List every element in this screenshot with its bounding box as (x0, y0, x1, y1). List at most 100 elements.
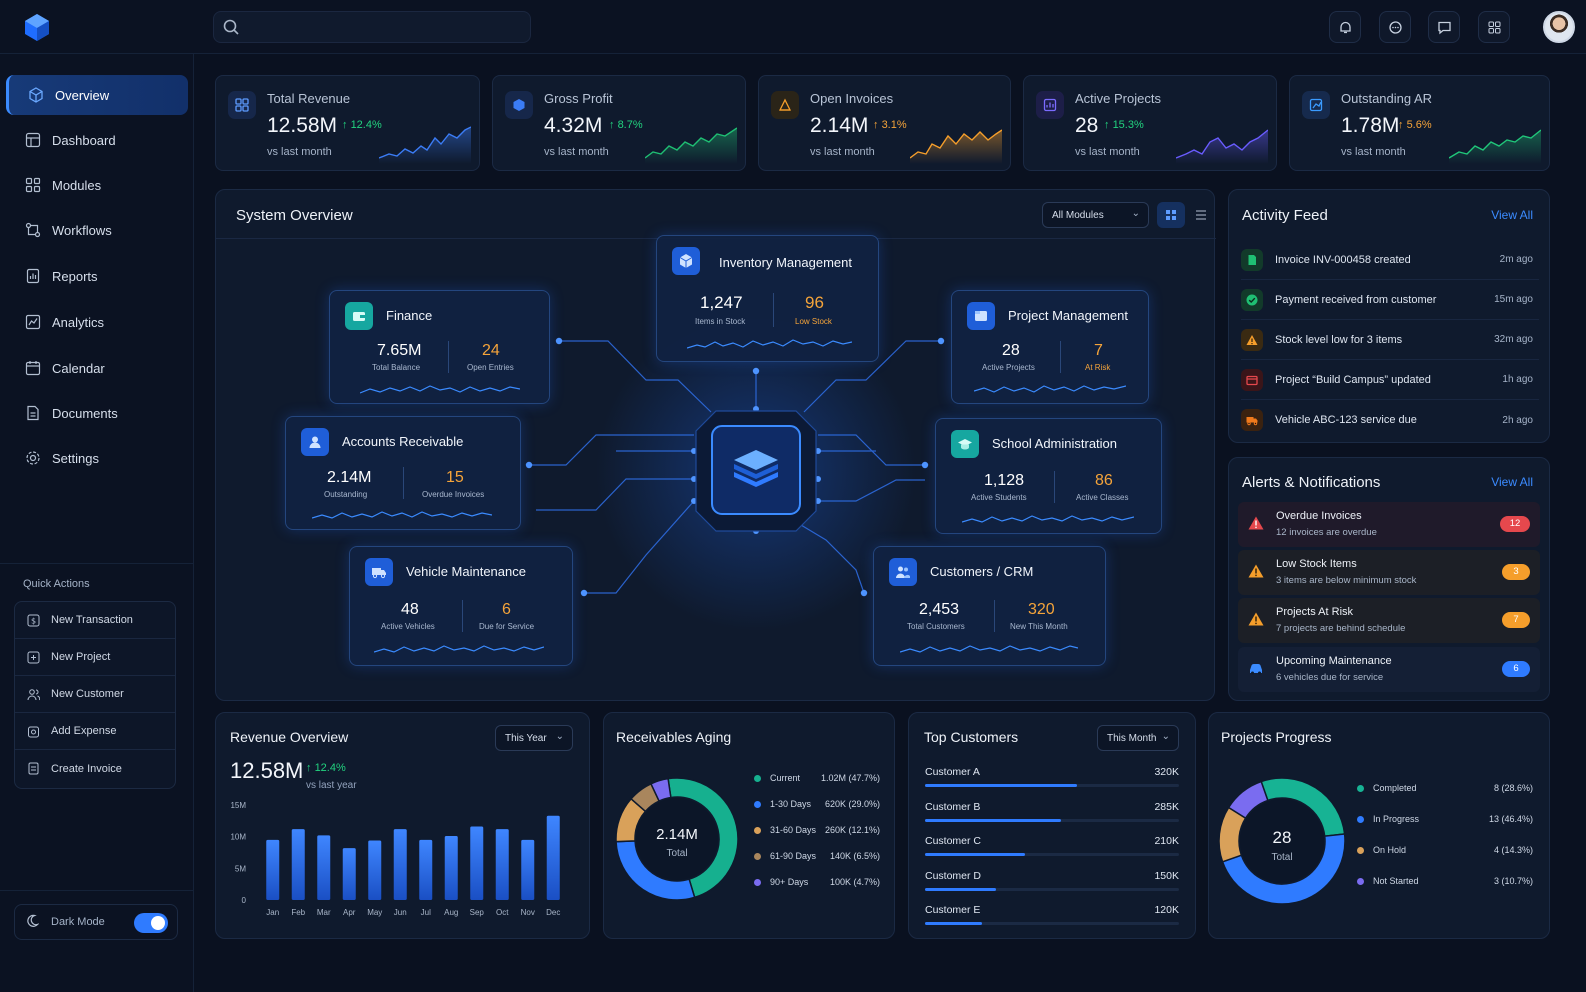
sidebar-item-reports[interactable]: Reports (6, 256, 188, 296)
module-vehicle-maintenance[interactable]: Vehicle Maintenance 48 Active Vehicles 6… (349, 546, 573, 666)
sidebar-item-settings[interactable]: Settings (6, 438, 188, 478)
bar[interactable] (444, 836, 458, 900)
activity-item[interactable]: Vehicle ABC-123 service due 2h ago (1241, 400, 1539, 440)
activity-item[interactable]: Payment received from customer 15m ago (1241, 280, 1539, 320)
alert-item-low-stock[interactable]: Low Stock Items 3 items are below minimu… (1238, 550, 1540, 595)
check-icon (1241, 288, 1263, 311)
module-secondary-value: 320 (1028, 601, 1055, 618)
revenue-value: 12.58M (230, 758, 304, 783)
sidebar-item-dashboard[interactable]: Dashboard (6, 120, 188, 160)
donut-hole (1240, 799, 1324, 883)
module-accounts-receivable[interactable]: Accounts Receivable 2.14M Outstanding 15… (285, 416, 521, 530)
activity-item[interactable]: Invoice INV-000458 created 2m ago (1241, 240, 1539, 280)
module-inventory-management[interactable]: Inventory Management 1,247 Items in Stoc… (656, 235, 879, 362)
customer-bar-track (925, 853, 1179, 856)
chat-button[interactable] (1379, 11, 1411, 43)
quick-action-add-expense[interactable]: Add Expense (15, 713, 175, 750)
grid-view-button[interactable] (1157, 202, 1185, 228)
kpi-outstanding-ar[interactable]: Outstanding AR 1.78M ↑ 5.6% vs last mont… (1289, 75, 1550, 171)
dark-mode-toggle[interactable] (134, 913, 168, 933)
bar[interactable] (546, 815, 560, 900)
moon-icon (25, 914, 40, 931)
sidebar-item-documents[interactable]: Documents (6, 393, 188, 433)
bar[interactable] (470, 826, 484, 900)
donut-slice[interactable] (1227, 780, 1269, 820)
sidebar-item-analytics[interactable]: Analytics (6, 302, 188, 342)
bar[interactable] (419, 839, 433, 900)
bar[interactable] (342, 848, 356, 900)
alert-item-upcoming-maintenance[interactable]: Upcoming Maintenance 6 vehicles due for … (1238, 647, 1540, 692)
quick-action-new-project[interactable]: New Project (15, 639, 175, 676)
apps-button[interactable] (1478, 11, 1510, 43)
kpi-open-invoices[interactable]: Open Invoices 2.14M ↑ 3.1% vs last month (758, 75, 1011, 171)
bar[interactable] (266, 839, 280, 900)
donut-slice[interactable] (649, 777, 672, 803)
bar[interactable] (317, 835, 331, 900)
quick-action-new-transaction[interactable]: $ New Transaction (15, 602, 175, 639)
kpi-total-revenue[interactable]: Total Revenue 12.58M ↑ 12.4% vs last mon… (215, 75, 480, 171)
receivables-aging-donut (615, 777, 739, 901)
invoice-icon (771, 91, 799, 119)
module-school-administration[interactable]: School Administration 1,128 Active Stude… (935, 418, 1162, 534)
activity-item[interactable]: Stock level low for 3 items 32m ago (1241, 320, 1539, 360)
module-filter-select[interactable]: All Modules ⌄ (1042, 202, 1149, 228)
x-tick-label: Sep (470, 908, 485, 917)
bar[interactable] (495, 829, 509, 900)
sidebar-item-label: Modules (52, 177, 102, 193)
alert-item-projects-at-risk[interactable]: Projects At Risk 7 projects are behind s… (1238, 598, 1540, 643)
activity-view-all-link[interactable]: View All (1491, 208, 1533, 222)
section-title: Alerts & Notifications (1242, 474, 1381, 491)
customers-period-select[interactable]: This Month ⌄ (1097, 725, 1179, 751)
grid-icon (228, 91, 256, 119)
module-customers-crm[interactable]: Customers / CRM 2,453 Total Customers 32… (873, 546, 1106, 666)
list-view-button[interactable] (1187, 202, 1215, 228)
x-tick-label: Nov (521, 908, 535, 917)
documents-icon (24, 404, 42, 422)
module-finance[interactable]: Finance 7.65M Total Balance 24 Open Entr… (329, 290, 550, 404)
sidebar-item-workflows[interactable]: Workflows (6, 210, 188, 250)
apps-grid-icon (1488, 21, 1500, 33)
module-title: Accounts Receivable (342, 434, 464, 449)
revenue-period-select[interactable]: This Year ⌄ (495, 725, 573, 751)
sidebar-item-overview[interactable]: Overview (6, 75, 188, 115)
section-title: Receivables Aging (616, 729, 732, 745)
quick-action-new-customer[interactable]: New Customer (15, 676, 175, 713)
ar-icon (1302, 91, 1330, 119)
bar[interactable] (291, 829, 305, 900)
alert-item-overdue-invoices[interactable]: Overdue Invoices 12 invoices are overdue… (1238, 502, 1540, 547)
customer-bar (925, 818, 1061, 822)
bar[interactable] (368, 840, 382, 900)
kpi-delta-value: 8.7% (617, 119, 643, 131)
user-avatar[interactable] (1543, 11, 1575, 43)
kpi-sub: vs last month (1341, 146, 1406, 158)
kpi-active-projects[interactable]: Active Projects 28 ↑ 15.3% vs last month (1023, 75, 1277, 171)
messages-button[interactable] (1428, 11, 1460, 43)
app-logo[interactable] (22, 12, 52, 42)
module-primary-value: 7.65M (377, 342, 422, 359)
alert-title: Upcoming Maintenance (1276, 655, 1392, 667)
aging-center-label: Total (666, 848, 688, 859)
bar[interactable] (521, 839, 535, 900)
sidebar-item-label: Calendar (52, 360, 105, 376)
kpi-value: 12.58M (267, 114, 338, 137)
sidebar-item-calendar[interactable]: Calendar (6, 348, 188, 388)
activity-text: Invoice INV-000458 created (1275, 253, 1411, 266)
module-project-management[interactable]: Project Management 28 Active Projects 7 … (951, 290, 1149, 404)
search-input[interactable] (213, 11, 531, 43)
alerts-view-all-link[interactable]: View All (1491, 475, 1533, 489)
section-title: Projects Progress (1221, 729, 1332, 745)
donut-slice[interactable] (667, 777, 739, 899)
invoice-icon (25, 762, 41, 775)
quick-action-create-invoice[interactable]: Create Invoice (15, 750, 175, 787)
alert-count-badge: 3 (1502, 564, 1530, 580)
activity-item[interactable]: Project “Build Campus” updated 1h ago (1241, 360, 1539, 400)
legend-value: 8 (28.6%) (1493, 783, 1533, 793)
bar[interactable] (393, 829, 407, 900)
donut-slice[interactable] (1221, 833, 1346, 905)
notifications-button[interactable] (1329, 11, 1361, 43)
sidebar-item-modules[interactable]: Modules (6, 165, 188, 205)
system-overview-panel: System Overview All Modules ⌄ (215, 189, 1216, 701)
alert-subtitle: 12 invoices are overdue (1276, 527, 1377, 538)
kpi-gross-profit[interactable]: Gross Profit 4.32M ↑ 8.7% vs last month (492, 75, 746, 171)
layers-icon[interactable] (732, 448, 780, 497)
